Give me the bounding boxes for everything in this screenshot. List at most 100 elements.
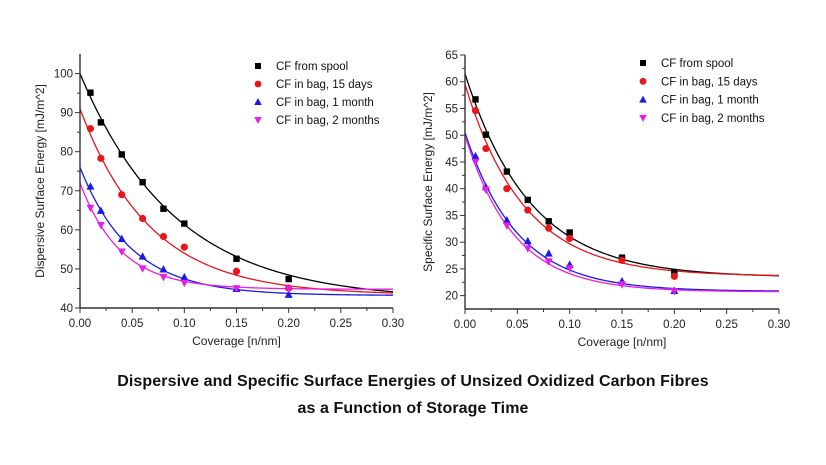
y-axis-title: Specific Surface Energy [mJ/m^2] (421, 92, 435, 272)
y-tick-label: 30 (445, 237, 458, 249)
data-point-series-2 (618, 256, 626, 264)
data-point-series-2 (139, 214, 147, 223)
data-point-series-3 (159, 265, 168, 273)
data-point-series-4 (96, 221, 105, 230)
data-point-series-2 (118, 191, 126, 199)
y-tick-label: 55 (445, 103, 458, 115)
y-tick-label: 45 (445, 157, 458, 169)
fit-curve-3 (464, 132, 780, 292)
fit-curve-4 (464, 135, 780, 293)
legend-label-4: CF in bag, 2 months (276, 115, 380, 127)
x-tick-label: 0.05 (506, 319, 528, 331)
data-point-series-2 (97, 154, 105, 162)
x-tick-label: 0.20 (277, 318, 299, 330)
x-tick-label: 0.25 (330, 318, 352, 330)
y-tick-label: 70 (60, 186, 73, 198)
data-point-series-2 (503, 185, 511, 193)
y-tick-label: 25 (445, 264, 458, 276)
data-point-series-1 (139, 178, 146, 186)
legend-label-3: CF in bag, 1 month (276, 97, 374, 109)
data-point-series-4 (180, 279, 189, 288)
data-point-series-4 (284, 285, 293, 294)
y-tick-label: 60 (60, 225, 73, 237)
data-point-series-4 (117, 248, 126, 256)
dispersive-energy-chart: 0.00 0.05 0.10 0.15 0.20 0.25 0.30 40 50 60 70 80 90… (33, 54, 404, 348)
y-tick-label: 65 (445, 50, 458, 62)
x-tick-label: 0.15 (225, 318, 247, 330)
data-point-series-2 (180, 243, 188, 251)
data-point-series-3 (502, 216, 511, 224)
data-point-series-1 (482, 131, 490, 138)
data-point-series-4 (502, 222, 511, 230)
data-point-series-4 (565, 265, 574, 273)
data-point-series-3 (180, 272, 189, 281)
data-point-series-2 (86, 125, 95, 133)
data-point-series-1 (545, 218, 552, 225)
legend-marker-2 (254, 80, 262, 88)
legend-marker-3 (254, 98, 262, 105)
legend-marker-4 (254, 117, 262, 124)
y-tick-label: 40 (60, 303, 73, 315)
data-point-series-3 (523, 236, 532, 245)
data-point-series-1 (233, 255, 240, 262)
legend-marker-4 (639, 114, 647, 122)
legend-label-4: CF in bag, 2 months (661, 113, 765, 125)
x-tick-label: 0.25 (715, 319, 737, 331)
legend-label-3: CF in bag, 1 month (661, 95, 759, 107)
y-tick-label: 60 (445, 77, 458, 89)
x-tick-label: 0.00 (454, 319, 476, 331)
legend-label-2: CF in bag, 15 days (661, 76, 758, 88)
x-tick-label: 0.30 (768, 319, 790, 331)
data-point-series-4 (471, 158, 480, 167)
y-tick-label: 40 (445, 184, 458, 196)
data-point-series-1 (97, 119, 105, 126)
y-tick-label: 50 (445, 130, 458, 142)
data-point-series-1 (472, 96, 479, 103)
data-point-series-3 (117, 234, 126, 243)
data-point-series-4 (86, 204, 95, 213)
fit-curve-2 (79, 108, 394, 294)
y-tick-label: 20 (445, 291, 458, 303)
data-point-series-2 (159, 232, 168, 241)
legend-label-2: CF in bag, 15 days (276, 79, 373, 91)
x-axis-title: Coverage [n/nm] (192, 334, 281, 348)
y-tick-label: 35 (445, 210, 458, 222)
legend-marker-1 (255, 63, 261, 69)
data-point-series-2 (482, 144, 490, 153)
data-point-series-2 (524, 206, 532, 214)
y-tick-label: 100 (54, 69, 73, 81)
data-point-series-3 (138, 252, 147, 260)
data-point-series-1 (671, 269, 678, 276)
data-point-series-2 (566, 234, 574, 243)
data-point-series-3 (471, 151, 480, 160)
y-tick-label: 90 (60, 108, 73, 120)
data-point-series-1 (181, 220, 188, 227)
x-tick-label: 0.20 (663, 319, 685, 331)
data-point-series-3 (544, 249, 553, 257)
y-tick-label: 50 (60, 264, 73, 276)
figure-caption-line-1: Dispersive and Specific Surface Energies… (117, 373, 709, 390)
legend-label-1: CF from spool (276, 61, 348, 73)
x-tick-label: 0.10 (173, 318, 195, 330)
data-point-series-2 (670, 272, 678, 280)
y-axis-title: Dispersive Surface Energy [mJ/m^2] (33, 84, 47, 278)
data-point-series-4 (523, 245, 532, 253)
data-point-series-4 (618, 281, 626, 289)
data-point-series-4 (159, 273, 168, 282)
x-tick-label: 0.30 (382, 318, 404, 330)
data-point-series-1 (524, 196, 531, 204)
data-point-series-2 (545, 224, 553, 232)
data-point-series-4 (544, 258, 553, 266)
data-point-series-1 (160, 205, 167, 212)
data-point-series-1 (118, 151, 125, 158)
fit-curve-3 (79, 167, 394, 296)
legend-marker-3 (639, 95, 647, 103)
data-point-series-3 (96, 206, 105, 214)
legend-marker-2 (639, 77, 647, 85)
data-point-series-1 (285, 275, 292, 283)
specific-energy-chart: 0.00 0.05 0.10 0.15 0.20 0.25 0.30 20 25 30 35 40 45… (421, 50, 790, 349)
data-point-series-4 (670, 288, 679, 296)
data-point-series-2 (232, 267, 241, 275)
data-point-series-3 (86, 182, 95, 190)
